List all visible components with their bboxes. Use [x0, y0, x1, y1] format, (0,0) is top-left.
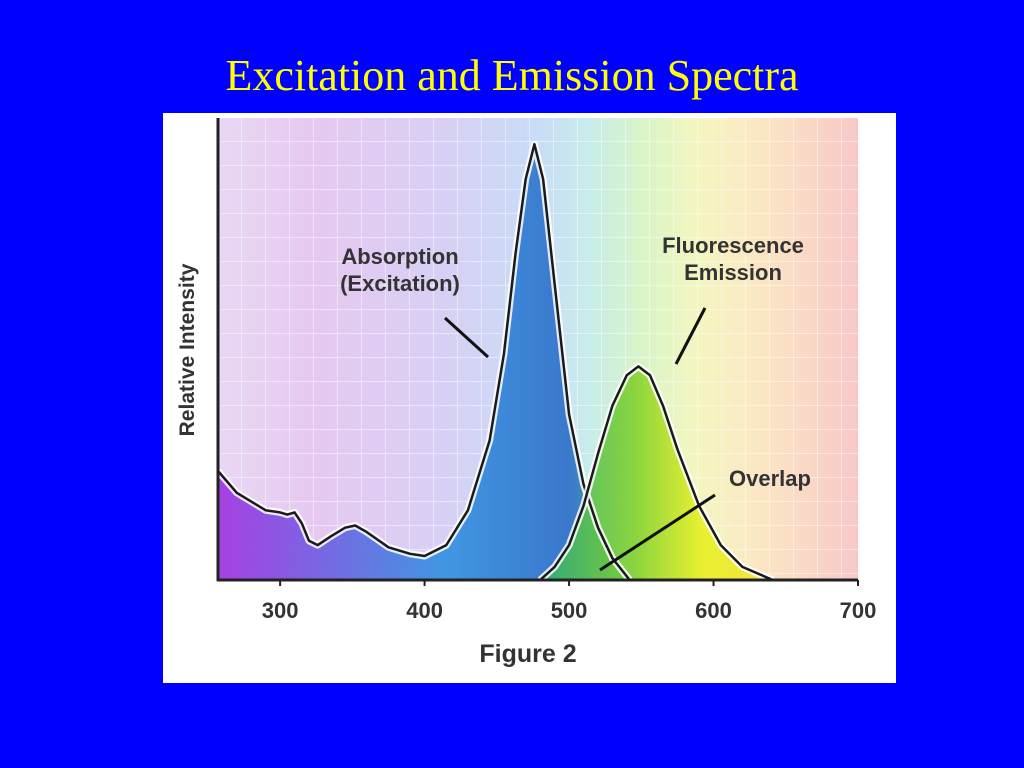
- series-label: Absorption (Excitation): [340, 244, 460, 296]
- x-tick-label: 400: [406, 598, 443, 623]
- line: [217, 142, 631, 581]
- x-tick-label: 600: [695, 598, 732, 623]
- x-tick-label: 300: [262, 598, 299, 623]
- x-tick-label: 500: [551, 598, 588, 623]
- leader-line: [599, 493, 716, 572]
- leader-line: [674, 307, 707, 365]
- line: [539, 365, 774, 582]
- slide-title: Excitation and Emission Spectra: [225, 51, 798, 100]
- caption: Figure 2: [479, 640, 576, 668]
- x-tick-label: 700: [840, 598, 877, 623]
- y-axis-label: Relative Intensity: [176, 263, 199, 436]
- annotation: Overlap: [729, 466, 811, 491]
- area: [218, 144, 630, 580]
- series-label: Fluorescence Emission: [662, 233, 804, 285]
- leader-line: [443, 316, 490, 359]
